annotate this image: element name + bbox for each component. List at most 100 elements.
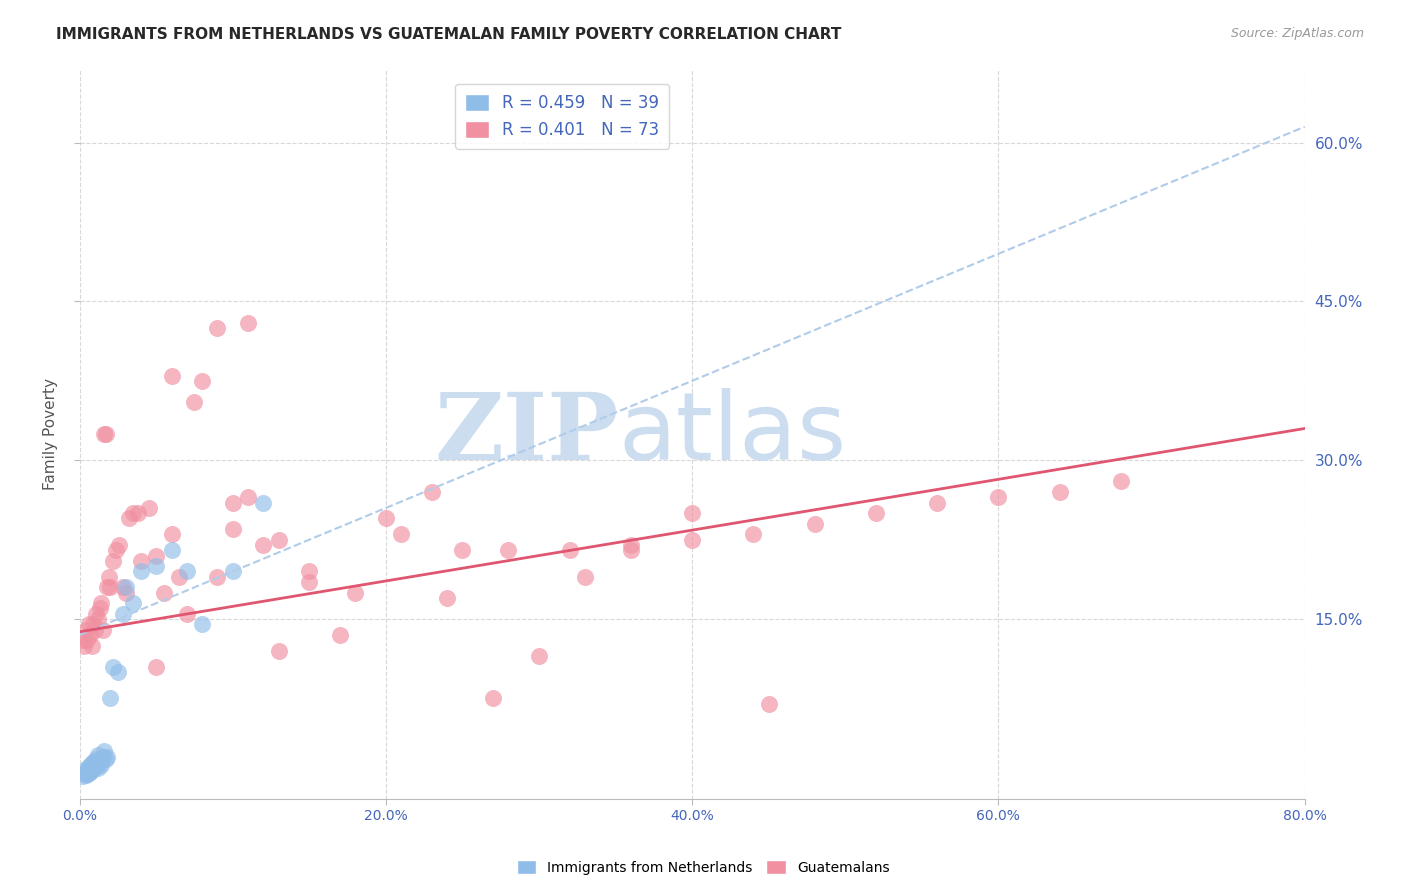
Point <box>103 659 125 673</box>
Point <box>107 665 129 679</box>
Point <box>79 628 101 642</box>
Point <box>865 506 887 520</box>
Point <box>94 752 117 766</box>
Point <box>153 585 176 599</box>
Point <box>73 639 96 653</box>
Point <box>90 758 112 772</box>
Point <box>374 511 396 525</box>
Point <box>145 549 167 563</box>
Point <box>105 543 128 558</box>
Point <box>76 764 98 778</box>
Point <box>96 580 118 594</box>
Point <box>73 765 96 780</box>
Point <box>111 580 134 594</box>
Point <box>167 570 190 584</box>
Point <box>98 580 121 594</box>
Point <box>90 596 112 610</box>
Point <box>122 596 145 610</box>
Point <box>160 527 183 541</box>
Point <box>89 601 111 615</box>
Point <box>91 623 114 637</box>
Point <box>138 500 160 515</box>
Point <box>82 755 104 769</box>
Point <box>84 760 107 774</box>
Y-axis label: Family Poverty: Family Poverty <box>44 378 58 490</box>
Point <box>1049 485 1071 500</box>
Point <box>207 321 229 335</box>
Point <box>145 559 167 574</box>
Point <box>574 570 596 584</box>
Point <box>927 495 949 509</box>
Point <box>389 527 412 541</box>
Text: IMMIGRANTS FROM NETHERLANDS VS GUATEMALAN FAMILY POVERTY CORRELATION CHART: IMMIGRANTS FROM NETHERLANDS VS GUATEMALA… <box>56 27 842 42</box>
Point <box>329 628 352 642</box>
Legend: Immigrants from Netherlands, Guatemalans: Immigrants from Netherlands, Guatemalans <box>510 855 896 880</box>
Point <box>207 570 229 584</box>
Point <box>1109 475 1132 489</box>
Point <box>436 591 458 605</box>
Point <box>84 623 107 637</box>
Point <box>84 754 107 768</box>
Point <box>420 485 443 500</box>
Text: ZIP: ZIP <box>434 389 619 479</box>
Point <box>79 758 101 772</box>
Point <box>117 511 139 525</box>
Point <box>987 491 1010 505</box>
Point <box>127 506 149 520</box>
Point <box>176 565 198 579</box>
Legend: R = 0.459   N = 39, R = 0.401   N = 73: R = 0.459 N = 39, R = 0.401 N = 73 <box>456 84 669 149</box>
Point <box>79 764 101 779</box>
Point <box>93 426 115 441</box>
Point <box>76 633 98 648</box>
Point <box>77 765 100 780</box>
Text: Source: ZipAtlas.com: Source: ZipAtlas.com <box>1230 27 1364 40</box>
Point <box>620 543 643 558</box>
Point <box>681 533 703 547</box>
Point <box>114 580 136 594</box>
Point <box>72 633 94 648</box>
Point <box>122 506 145 520</box>
Point <box>236 316 259 330</box>
Point <box>222 565 245 579</box>
Point <box>93 744 115 758</box>
Point <box>94 426 117 441</box>
Point <box>75 768 97 782</box>
Point <box>98 691 121 706</box>
Point <box>129 565 152 579</box>
Point <box>758 697 780 711</box>
Point <box>252 495 274 509</box>
Point <box>267 533 290 547</box>
Point <box>96 749 118 764</box>
Point <box>108 538 131 552</box>
Point <box>176 607 198 621</box>
Point <box>344 585 367 599</box>
Point <box>111 607 134 621</box>
Point <box>80 757 103 772</box>
Point <box>183 395 205 409</box>
Point <box>82 763 104 777</box>
Point <box>451 543 474 558</box>
Point <box>191 617 214 632</box>
Point <box>80 639 103 653</box>
Point <box>498 543 520 558</box>
Point <box>191 374 214 388</box>
Point <box>742 527 765 541</box>
Point <box>103 554 125 568</box>
Point <box>87 612 110 626</box>
Point <box>86 607 108 621</box>
Point <box>160 368 183 383</box>
Point <box>72 769 94 783</box>
Point <box>87 747 110 762</box>
Text: atlas: atlas <box>619 388 846 480</box>
Point <box>681 506 703 520</box>
Point <box>91 749 114 764</box>
Point <box>558 543 581 558</box>
Point <box>145 659 167 673</box>
Point <box>77 617 100 632</box>
Point <box>160 543 183 558</box>
Point <box>252 538 274 552</box>
Point <box>482 691 505 706</box>
Point <box>76 766 98 780</box>
Point <box>298 565 321 579</box>
Point <box>803 516 825 531</box>
